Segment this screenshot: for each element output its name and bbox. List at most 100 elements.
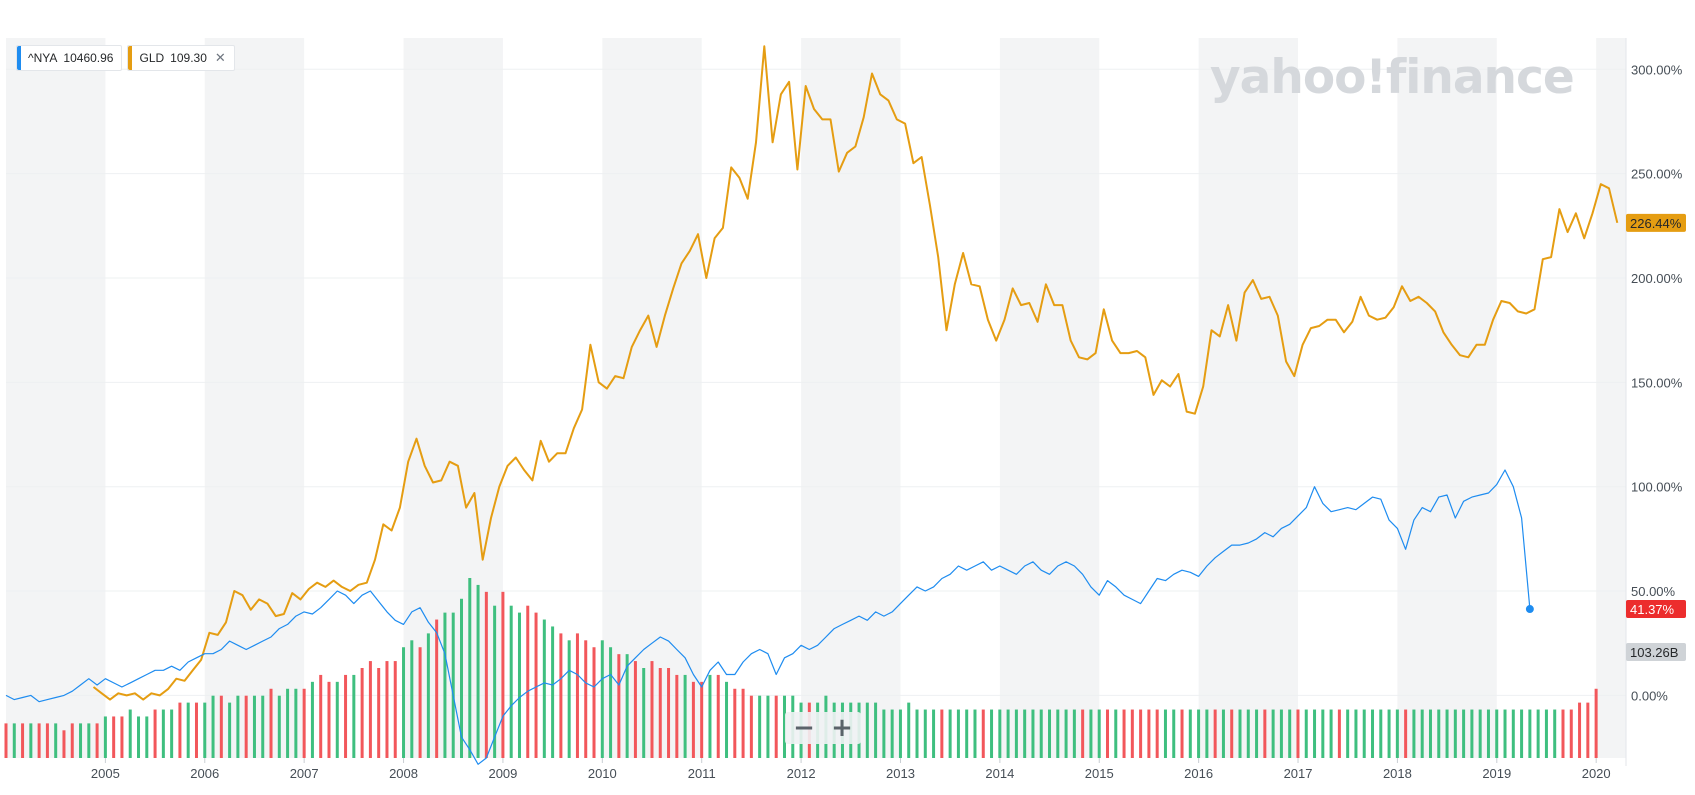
volume-bar (1561, 709, 1565, 758)
volume-bar (178, 702, 182, 758)
volume-bar (990, 709, 994, 758)
volume-bar (211, 695, 215, 758)
volume-bar (79, 723, 83, 758)
volume-bar (29, 723, 33, 758)
volume-bar (1056, 709, 1060, 758)
volume-bar (170, 709, 174, 758)
volume-bar (1420, 709, 1424, 758)
year-band (1596, 38, 1626, 758)
volume-bar (559, 633, 563, 758)
volume-bar (410, 640, 414, 758)
legend-symbol: ^NYA (28, 51, 58, 65)
volume-bar (194, 702, 198, 758)
volume-bar (915, 709, 919, 758)
x-tick-label: 2016 (1184, 766, 1213, 781)
volume-bar (1511, 709, 1515, 758)
year-bands (6, 38, 1626, 758)
x-tick-label: 2006 (190, 766, 219, 781)
x-tick-label: 2010 (588, 766, 617, 781)
volume-bar (319, 674, 323, 758)
volume-bar (1371, 709, 1375, 758)
gridlines (6, 38, 1627, 766)
nya-last-badge-bg (1626, 600, 1686, 619)
series-line-gld (92, 45, 1619, 701)
volume-bar (1569, 709, 1573, 758)
y-tick-label: 150.00% (1631, 375, 1683, 390)
volume-bar (1428, 709, 1432, 758)
volume-bar (1255, 709, 1259, 758)
x-tick-label: 2008 (389, 766, 418, 781)
volume-bar (1578, 702, 1582, 758)
zoom-in-button[interactable]: + (823, 712, 861, 744)
volume-bar (1553, 709, 1557, 758)
volume-bar (1130, 709, 1134, 758)
year-band (204, 38, 305, 758)
volume-bar (1105, 709, 1109, 758)
y-tick-label: 300.00% (1631, 62, 1683, 77)
volume-bar (1445, 709, 1449, 758)
volume-bar (1006, 709, 1010, 758)
legend-chip-nya[interactable]: ^NYA 10460.96 (16, 45, 123, 71)
volume-bar (368, 661, 372, 758)
volume-bar (741, 688, 745, 758)
volume-bar (1594, 688, 1598, 758)
volume-bar (1097, 709, 1101, 758)
volume-bar (1528, 709, 1532, 758)
volume-bar (1329, 709, 1333, 758)
volume-bar (45, 723, 49, 758)
volume-bar (128, 709, 132, 758)
volume-bar (898, 709, 902, 758)
volume-bar (393, 661, 397, 758)
volume-bar (302, 688, 306, 758)
volume-bar (725, 681, 729, 758)
volume-bar (161, 709, 165, 758)
volume-bar (4, 723, 8, 758)
volume-bar (1122, 709, 1126, 758)
volume-bar (1404, 709, 1408, 758)
volume-bar (70, 723, 74, 758)
series-line-nya (5, 469, 1531, 765)
volume-bar (443, 612, 447, 758)
volume-bar (335, 681, 339, 758)
volume-bar (468, 578, 472, 758)
volume-bar (667, 668, 671, 758)
volume-bar (112, 716, 116, 758)
volume-bar (1453, 709, 1457, 758)
volume-bar (1048, 709, 1052, 758)
volume-bar (1395, 709, 1399, 758)
volume-bar (1321, 709, 1325, 758)
volume-bar (310, 681, 314, 758)
volume-bar (1064, 709, 1068, 758)
x-tick-label: 2013 (886, 766, 915, 781)
volume-bar (261, 695, 265, 758)
volume-bar (965, 709, 969, 758)
volume-bar (484, 591, 488, 758)
volume-bar (1544, 709, 1548, 758)
volume-bar (277, 695, 281, 758)
last-point-marker (1525, 605, 1534, 614)
year-band (6, 38, 106, 758)
volume-bar (269, 688, 273, 758)
volume-bar (625, 654, 629, 758)
volume-bar (493, 605, 497, 758)
x-tick-label: 2019 (1482, 766, 1511, 781)
volume-bar (153, 709, 157, 758)
legend-value: 10460.96 (63, 51, 114, 65)
volume-bar (691, 681, 695, 758)
volume-bar (402, 647, 406, 758)
zoom-out-button[interactable]: − (785, 712, 823, 744)
volume-bar (1205, 709, 1209, 758)
close-icon[interactable]: ✕ (214, 50, 226, 65)
volume-bar (517, 612, 521, 758)
volume-bar (956, 709, 960, 758)
volume-bar (758, 695, 762, 758)
y-tick-label: 200.00% (1631, 271, 1683, 286)
volume-bar (228, 702, 232, 758)
volume-bar (12, 723, 16, 758)
x-tick-label: 2012 (787, 766, 816, 781)
legend-chip-gld[interactable]: GLD 109.30 ✕ (127, 45, 235, 71)
volume-bar (1246, 709, 1250, 758)
volume-bar (650, 661, 654, 758)
